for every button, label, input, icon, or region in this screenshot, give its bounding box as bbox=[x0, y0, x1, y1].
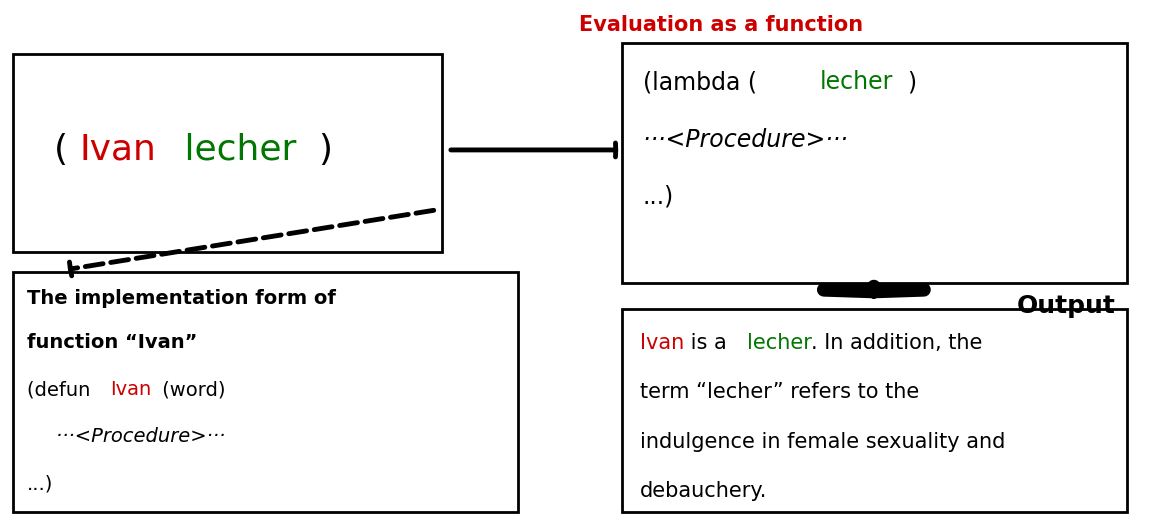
FancyBboxPatch shape bbox=[622, 309, 1127, 512]
Text: function “Ivan”: function “Ivan” bbox=[27, 333, 198, 352]
Text: Ivan: Ivan bbox=[110, 380, 151, 399]
Text: ...): ...) bbox=[27, 474, 53, 493]
Text: lecher: lecher bbox=[748, 333, 812, 353]
Text: is a: is a bbox=[684, 333, 733, 353]
Text: ···<​Procedure​>···: ···<​Procedure​>··· bbox=[56, 427, 226, 446]
Text: ···<​Procedure​>···: ···<​Procedure​>··· bbox=[643, 127, 848, 151]
Text: Ivan: Ivan bbox=[79, 133, 156, 167]
Text: (word): (word) bbox=[156, 380, 226, 399]
Text: indulgence in female sexuality and: indulgence in female sexuality and bbox=[640, 432, 1005, 452]
Text: lecher: lecher bbox=[173, 133, 297, 167]
Text: debauchery.: debauchery. bbox=[640, 482, 766, 501]
Text: lecher: lecher bbox=[820, 70, 893, 94]
Text: term “lecher” refers to the: term “lecher” refers to the bbox=[640, 383, 919, 402]
Text: Output: Output bbox=[1016, 294, 1115, 318]
FancyBboxPatch shape bbox=[622, 43, 1127, 283]
FancyBboxPatch shape bbox=[13, 53, 442, 252]
Text: (defun: (defun bbox=[27, 380, 97, 399]
FancyBboxPatch shape bbox=[13, 272, 518, 512]
Text: Ivan: Ivan bbox=[640, 333, 684, 353]
Text: (lambda (: (lambda ( bbox=[643, 70, 757, 94]
Text: ): ) bbox=[907, 70, 916, 94]
Text: The implementation form of: The implementation form of bbox=[27, 289, 336, 308]
Text: Evaluation as a function: Evaluation as a function bbox=[579, 15, 863, 35]
Text: (: ( bbox=[53, 133, 67, 167]
Text: ): ) bbox=[319, 133, 333, 167]
Text: . In addition, the: . In addition, the bbox=[812, 333, 983, 353]
Text: ...): ...) bbox=[643, 185, 675, 209]
